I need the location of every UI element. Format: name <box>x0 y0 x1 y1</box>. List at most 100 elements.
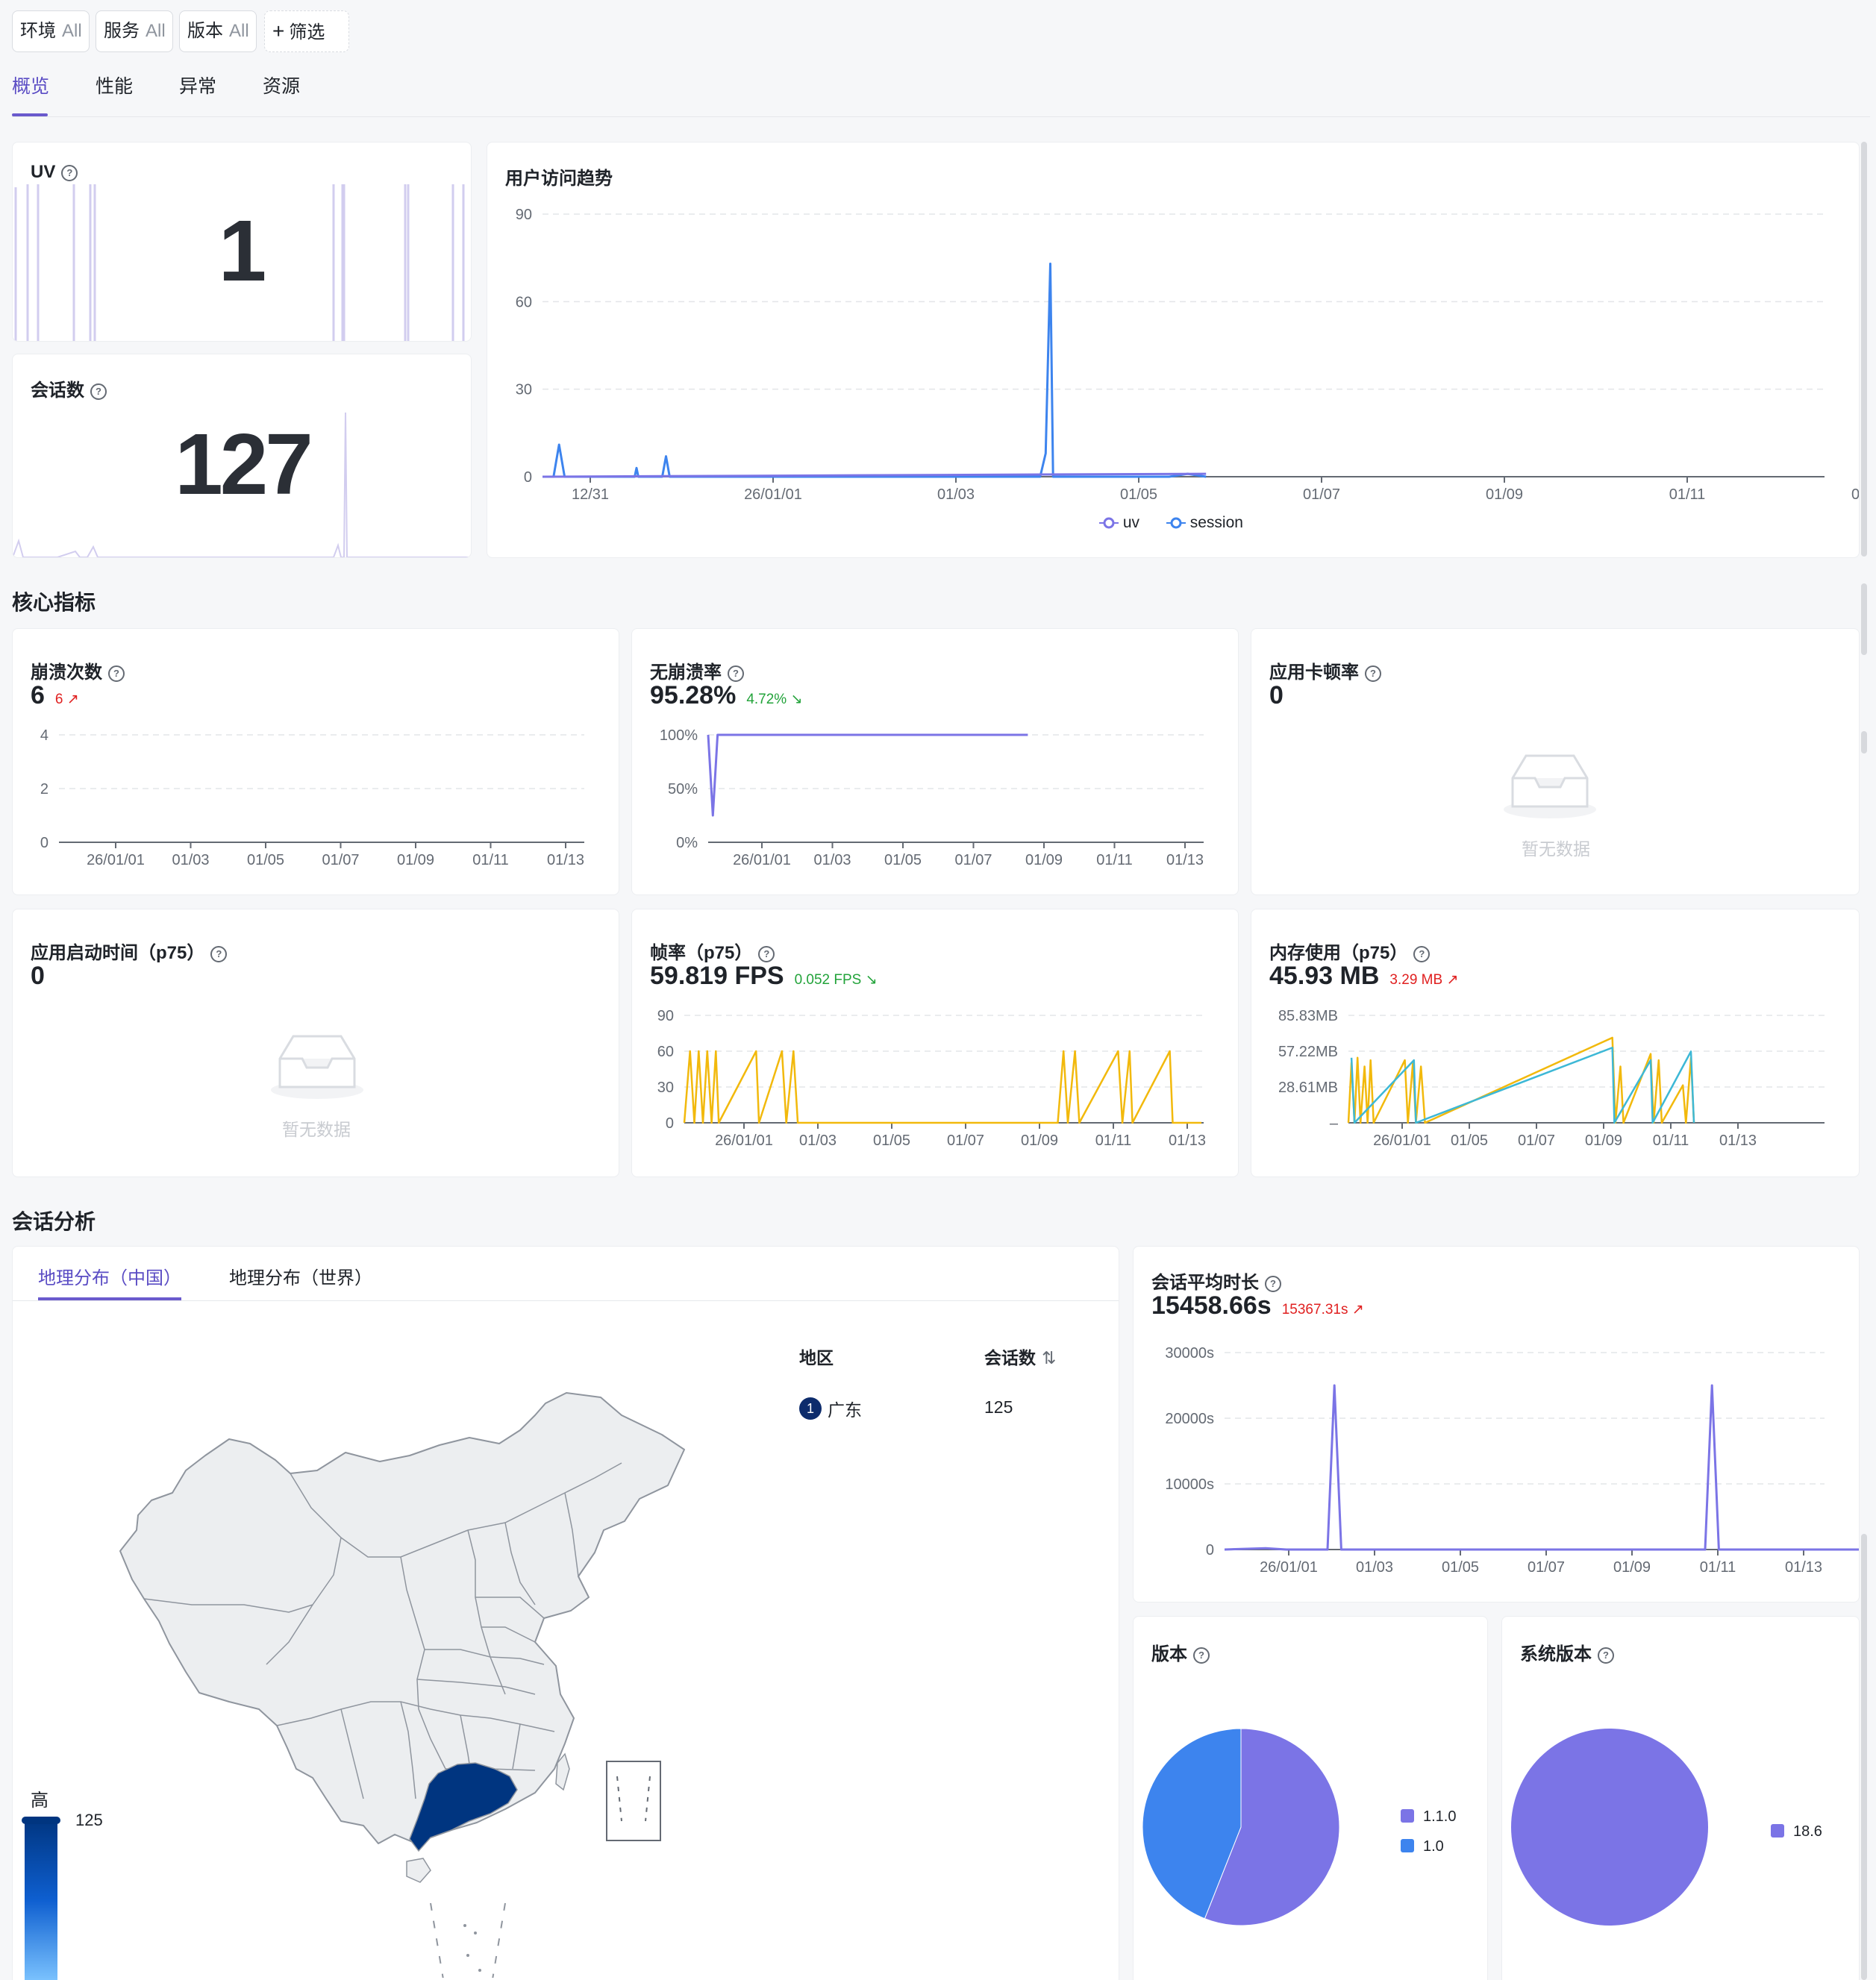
x-tick-label: 01/13 <box>547 852 584 868</box>
tab-exceptions[interactable]: 异常 <box>179 76 217 97</box>
tab-performance[interactable]: 性能 <box>96 76 134 97</box>
geo-tab-china[interactable]: 地理分布（中国） <box>38 1268 181 1288</box>
x-tick-label: 01/05 <box>873 1132 910 1149</box>
y-tick-label: 0 <box>40 835 49 851</box>
x-tick-label: 01/07 <box>1528 1559 1565 1576</box>
series-line-内存使用(2) <box>1350 1047 1695 1124</box>
filter-env-value: All <box>62 21 82 41</box>
series-line-内存使用 <box>1347 1036 1695 1124</box>
legend-uv[interactable]: uv <box>1099 514 1139 531</box>
crash-count-chart: 0 2 4 26/01/01 01/03 01/05 01/07 01/09 01/11 01/1… <box>40 727 584 868</box>
x-tick-label: 01/13 <box>1851 486 1860 503</box>
filter-version[interactable]: 版本 All <box>179 10 257 52</box>
help-icon[interactable]: ? <box>1413 945 1431 962</box>
filter-env[interactable]: 环境 All <box>12 10 90 52</box>
trend-scrollbar[interactable] <box>1861 142 1867 557</box>
help-icon[interactable]: ? <box>758 945 775 962</box>
help-icon[interactable]: ? <box>728 665 744 682</box>
geo-tab-world[interactable]: 地理分布（世界） <box>229 1268 372 1288</box>
y-tick-label: 0 <box>1206 1542 1214 1558</box>
geo-tabs-divider <box>13 1300 1119 1301</box>
os-version-card: 系统版本? 18.6 <box>1501 1616 1860 1980</box>
sort-icon[interactable]: ⇅ <box>1042 1348 1057 1367</box>
map-region-guangdong[interactable] <box>409 1762 518 1852</box>
core-scrollbar-thumb[interactable] <box>1861 731 1867 754</box>
avg-duration-title: 会话平均时长? <box>1151 1268 1281 1294</box>
y-tick-label: 90 <box>516 207 532 223</box>
os-version-pie-chart: 18.6 <box>1511 1729 1822 1926</box>
y-tick-label: 30 <box>657 1080 674 1096</box>
y-tick-label: 4 <box>40 727 49 744</box>
x-tick-label: 01/03 <box>172 852 209 868</box>
filter-env-label: 环境 <box>20 21 56 41</box>
x-tick-label: 01/05 <box>1451 1132 1488 1149</box>
map-legend-gradient[interactable] <box>25 1818 57 1980</box>
x-tick-label: 01/05 <box>1120 486 1157 503</box>
filter-version-value: All <box>229 21 249 41</box>
version-pie-chart: 1.1.0 1.0 <box>1142 1728 1456 1926</box>
add-filter-button[interactable]: + 筛选 <box>264 10 349 52</box>
startup-time-empty-text: 暂无数据 <box>282 1120 351 1139</box>
core-metrics-title: 核心指标 <box>12 591 96 614</box>
china-mainland[interactable] <box>119 1392 685 1844</box>
x-tick-label: 01/07 <box>322 852 359 868</box>
memory-card: 内存使用（p75）? 45.93 MB 3.29 MB ↗ – 28.61MB 57.… <box>1251 909 1860 1177</box>
crash-free-card: 无崩溃率? 95.28% 4.72% ↘ 0% 50% 100% 26/01/01 01/… <box>631 628 1239 895</box>
plus-icon: + <box>272 19 285 43</box>
y-tick-label: 57.22MB <box>1278 1044 1338 1060</box>
crash-free-value: 95.28% 4.72% ↘ <box>650 681 803 709</box>
map-region-hainan[interactable] <box>406 1858 431 1883</box>
series-line-无崩溃率 <box>707 733 1028 817</box>
rank-badge: 1 <box>799 1397 822 1420</box>
x-tick-label: 01/11 <box>1095 1132 1132 1149</box>
empty-inbox-icon <box>1504 754 1596 818</box>
x-tick-label: 01/05 <box>884 852 922 868</box>
map-legend-handle[interactable] <box>22 1817 60 1824</box>
crash-free-chart: 0% 50% 100% 26/01/01 01/03 01/05 01/07 01/09 01/… <box>660 727 1204 868</box>
add-filter-label: 筛选 <box>289 22 325 43</box>
x-tick-label: 01/11 <box>1669 486 1706 503</box>
help-icon[interactable]: ? <box>1365 665 1381 682</box>
legend-session-label: session <box>1189 514 1243 531</box>
memory-chart: – 28.61MB 57.22MB 85.83MB 26/01/01 01/05 01/07… <box>1278 1008 1825 1149</box>
jank-rate-value: 0 <box>1269 681 1284 709</box>
map-island-dots <box>463 1924 481 1972</box>
geo-card: 地理分布（中国） 地理分布（世界） <box>12 1246 1119 1980</box>
map-region-taiwan[interactable] <box>555 1752 570 1791</box>
y-tick-label: 30 <box>516 382 532 398</box>
legend-uv-marker <box>1099 517 1119 529</box>
frame-rate-value: 59.819 FPS 0.052 FPS ↘ <box>650 962 878 990</box>
help-icon[interactable]: ? <box>90 383 107 400</box>
help-icon[interactable]: ? <box>1265 1275 1281 1292</box>
x-tick-label: 01/09 <box>1025 852 1063 868</box>
x-tick-label: 01/13 <box>1719 1132 1757 1149</box>
crash-free-delta: 4.72% ↘ <box>746 692 803 707</box>
y-tick-label: 0% <box>676 835 698 851</box>
help-icon[interactable]: ? <box>108 665 125 682</box>
help-icon[interactable]: ? <box>61 164 78 181</box>
help-icon[interactable]: ? <box>1193 1647 1210 1664</box>
filter-service[interactable]: 服务 All <box>96 10 173 52</box>
legend-session[interactable]: session <box>1166 514 1243 531</box>
x-tick-label: 01/05 <box>247 852 284 868</box>
page-scrollbar[interactable] <box>1861 1534 1867 1980</box>
sessions-sparkline <box>13 412 471 557</box>
user-trend-title: 用户访问趋势 <box>505 169 613 189</box>
tab-overview[interactable]: 概览 <box>12 76 50 97</box>
tabs-divider <box>12 116 1870 117</box>
sessions-value: 127 <box>175 416 313 513</box>
user-trend-chart: 0 30 60 90 12/31 26/01/01 01/03 01/05 01/07 01/09… <box>516 207 1860 503</box>
user-trend-card: 用户访问趋势 0 30 60 90 12/31 26/01/01 01/03 01/05 01/… <box>487 142 1860 558</box>
x-tick-label: 01/11 <box>472 852 509 868</box>
south-sea-inset <box>606 1761 661 1841</box>
table-row[interactable]: 1 广东 <box>799 1396 862 1421</box>
help-icon[interactable]: ? <box>1598 1647 1614 1664</box>
map-legend-max-value: 125 <box>75 1811 103 1829</box>
tab-resources[interactable]: 资源 <box>263 76 301 97</box>
legend-swatch-1.1.0 <box>1401 1809 1414 1823</box>
core-scrollbar[interactable] <box>1861 583 1867 655</box>
crash-count-delta: 6 ↗ <box>54 692 79 707</box>
geo-table-header-sessions[interactable]: 会话数 ⇅ <box>984 1348 1057 1367</box>
help-icon[interactable]: ? <box>210 945 228 962</box>
row-region: 广东 <box>828 1400 862 1420</box>
